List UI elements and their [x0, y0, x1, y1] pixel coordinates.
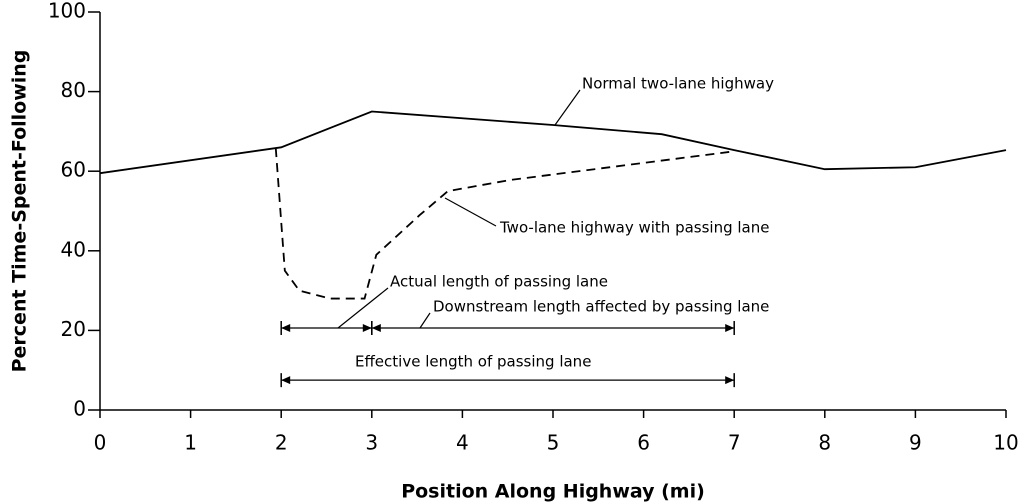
- y-tick-label: 40: [61, 237, 86, 261]
- x-tick-label: 0: [94, 431, 107, 455]
- arrow-head: [281, 324, 291, 333]
- arrow-head: [725, 376, 735, 385]
- x-tick-label: 10: [993, 431, 1018, 455]
- arrow-head: [362, 324, 372, 333]
- series-line: [274, 148, 735, 300]
- leader-line: [337, 287, 389, 329]
- x-tick-label: 2: [275, 431, 288, 455]
- x-tick-label: 9: [909, 431, 922, 455]
- x-tick-label: 8: [818, 431, 831, 455]
- x-tick-label: 3: [365, 431, 378, 455]
- series-line: [99, 110, 1007, 175]
- x-tick-label: 1: [184, 431, 197, 455]
- x-tick-label: 6: [637, 431, 650, 455]
- y-tick-label: 0: [73, 397, 86, 421]
- arrow-head: [371, 324, 381, 333]
- arrow-head: [725, 324, 735, 333]
- y-tick-label: 100: [48, 0, 86, 23]
- x-tick-label: 5: [547, 431, 560, 455]
- x-tick-label: 7: [728, 431, 741, 455]
- y-tick-label: 80: [61, 78, 86, 102]
- x-tick-label: 4: [456, 431, 469, 455]
- y-tick-label: 60: [61, 158, 86, 182]
- dimension-label: Effective length of passing lane: [355, 353, 591, 371]
- dimension-label: Actual length of passing lane: [390, 273, 608, 291]
- y-axis-label: Percent Time-Spent-Following: [9, 50, 31, 373]
- leader-line: [419, 312, 431, 329]
- y-tick-label: 20: [61, 317, 86, 341]
- dimension-label: Downstream length affected by passing la…: [433, 298, 769, 316]
- series-label: Two-lane highway with passing lane: [499, 219, 769, 237]
- arrow-head: [281, 376, 291, 385]
- x-axis-label: Position Along Highway (mi): [401, 481, 705, 503]
- leader-line: [554, 89, 581, 126]
- leader-line: [444, 197, 497, 227]
- series-label: Normal two-lane highway: [582, 75, 774, 93]
